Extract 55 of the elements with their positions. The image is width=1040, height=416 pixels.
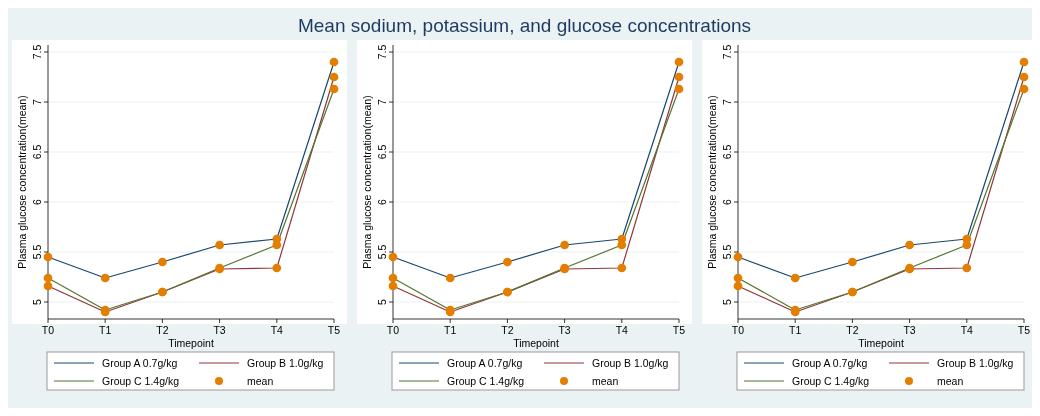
x-tick-label: T3 — [213, 324, 226, 336]
legend-label: Group C 1.4g/kg — [447, 375, 525, 387]
legend-label: mean — [592, 375, 619, 387]
legend-label: Group C 1.4g/kg — [792, 375, 870, 387]
y-tick-label: 7 — [721, 98, 733, 105]
y-axis-title: Plasma glucose concentration(mean) — [16, 95, 28, 269]
y-tick-label: 6 — [376, 198, 388, 205]
x-axis-title: Timepoint — [858, 337, 904, 349]
x-tick-label: T5 — [672, 324, 686, 336]
x-tick-label: T0 — [41, 324, 55, 336]
y-tick-label: 7 — [376, 98, 388, 105]
x-tick-label: T1 — [444, 324, 457, 336]
legend-label: mean — [247, 375, 274, 387]
x-tick-label: T0 — [386, 324, 400, 336]
x-tick-label: T2 — [846, 324, 859, 336]
legend-label: Group B 1.0g/kg — [592, 357, 669, 369]
y-tick-label: 6.5 — [721, 144, 733, 160]
legend-label: Group A 0.7g/kg — [102, 357, 178, 369]
y-tick-label: 6 — [31, 198, 43, 205]
y-tick-label: 5 — [376, 298, 388, 305]
x-tick-label: T2 — [156, 324, 169, 336]
y-tick-label: 5 — [31, 298, 43, 305]
x-tick-label: T4 — [615, 324, 629, 336]
x-axis-title: Timepoint — [168, 337, 214, 349]
chart-title: Mean sodium, potassium, and glucose concentrations — [297, 15, 752, 36]
x-tick-label: T4 — [270, 324, 284, 336]
x-axis-title: Timepoint — [513, 337, 559, 349]
y-tick-label: 7.5 — [376, 44, 388, 60]
y-tick-label: 7.5 — [721, 44, 733, 60]
x-tick-label: T0 — [731, 324, 745, 336]
x-tick-label: T2 — [501, 324, 514, 336]
y-tick-label: 5.5 — [721, 244, 733, 260]
x-tick-label: T5 — [327, 324, 341, 336]
x-tick-label: T3 — [558, 324, 571, 336]
legend-label: Group B 1.0g/kg — [247, 357, 324, 369]
legend-label: mean — [937, 375, 964, 387]
legend-label: Group A 0.7g/kg — [792, 357, 868, 369]
y-tick-label: 5.5 — [31, 244, 43, 260]
legend-label: Group C 1.4g/kg — [102, 375, 180, 387]
x-tick-label: T1 — [99, 324, 112, 336]
y-tick-label: 6 — [721, 198, 733, 205]
x-tick-label: T1 — [789, 324, 802, 336]
x-tick-label: T5 — [1017, 324, 1031, 336]
y-tick-label: 5.5 — [376, 244, 388, 260]
y-axis-title: Plasma glucose concentration(mean) — [706, 95, 718, 269]
legend-label: Group B 1.0g/kg — [937, 357, 1014, 369]
y-tick-label: 5 — [721, 298, 733, 305]
legend-label: Group A 0.7g/kg — [447, 357, 523, 369]
x-tick-label: T3 — [903, 324, 916, 336]
y-tick-label: 7.5 — [31, 44, 43, 60]
y-tick-label: 7 — [31, 98, 43, 105]
y-tick-label: 6.5 — [31, 144, 43, 160]
y-axis-title: Plasma glucose concentration(mean) — [361, 95, 373, 269]
y-tick-label: 6.5 — [376, 144, 388, 160]
x-tick-label: T4 — [960, 324, 974, 336]
